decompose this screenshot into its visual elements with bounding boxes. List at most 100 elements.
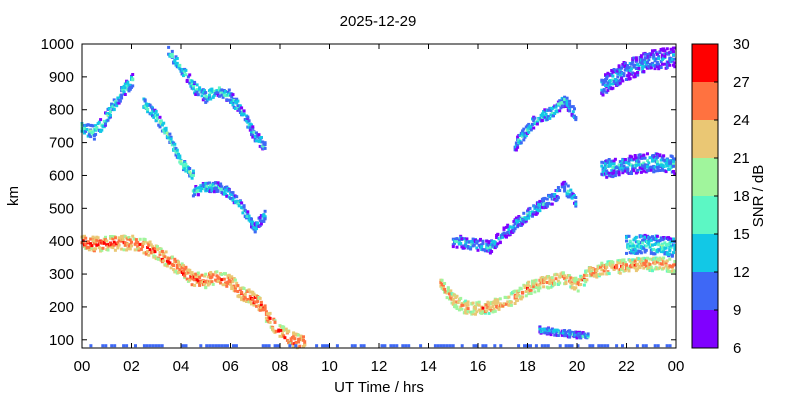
echo-point-series-8 xyxy=(653,169,657,173)
echo-point-baseline xyxy=(597,344,601,348)
echo-point-series-7 xyxy=(553,112,557,115)
echo-point-series-5 xyxy=(255,227,258,231)
echo-point-series-1 xyxy=(564,279,568,283)
echo-point-series-8 xyxy=(646,159,649,163)
echo-point-series-9 xyxy=(657,63,661,67)
echo-point-series-1 xyxy=(514,295,518,299)
echo-point-series-5 xyxy=(235,195,239,199)
echo-point-series-6 xyxy=(460,237,464,241)
echo-point-series-1 xyxy=(582,273,586,277)
echo-point-series-6 xyxy=(512,229,516,233)
echo-point-baseline xyxy=(576,344,580,348)
echo-point-series-5 xyxy=(199,184,203,188)
echo-point-series-0 xyxy=(193,283,197,287)
x-tick-label: 10 xyxy=(321,358,338,375)
echo-point-series-1 xyxy=(556,279,560,283)
echo-point-series-6 xyxy=(517,215,521,218)
echo-point-series-9 xyxy=(641,67,645,71)
echo-point-series-4 xyxy=(194,92,198,96)
echo-point-series-9 xyxy=(622,74,626,78)
echo-point-series-6 xyxy=(574,204,578,208)
echo-point-series-5 xyxy=(252,226,256,229)
echo-point-series-1 xyxy=(548,276,552,280)
echo-point-series-1 xyxy=(550,276,554,280)
echo-point-series-3 xyxy=(184,162,188,166)
echo-point-series-10 xyxy=(652,247,656,251)
echo-point-series-10 xyxy=(649,238,653,242)
echo-point-series-9 xyxy=(643,60,647,64)
echo-point-series-1 xyxy=(472,308,476,312)
echo-point-series-0 xyxy=(297,333,301,337)
echo-point-series-1 xyxy=(646,256,649,260)
echo-point-series-0 xyxy=(297,340,301,344)
echo-point-series-10 xyxy=(643,235,647,239)
echo-point-series-2 xyxy=(105,112,109,116)
echo-point-baseline xyxy=(460,344,464,348)
echo-point-series-6 xyxy=(547,201,550,205)
echo-point-series-10 xyxy=(643,250,647,254)
echo-point-series-0 xyxy=(303,340,307,344)
echo-point-baseline xyxy=(540,344,544,348)
echo-point-series-10 xyxy=(644,244,648,248)
echo-point-series-5 xyxy=(262,219,266,223)
echo-point-series-9 xyxy=(627,74,631,78)
echo-point-series-2 xyxy=(121,87,125,91)
echo-point-series-8 xyxy=(647,168,651,172)
echo-point-series-1 xyxy=(496,300,500,304)
echo-point-series-6 xyxy=(514,216,518,220)
echo-point-series-0 xyxy=(259,300,263,304)
echo-point-series-10 xyxy=(664,246,668,250)
echo-point-series-4 xyxy=(242,112,246,116)
echo-point-series-8 xyxy=(630,155,633,159)
echo-point-series-1 xyxy=(477,303,481,307)
echo-point-series-1 xyxy=(538,286,542,290)
echo-point-series-11 xyxy=(548,328,552,332)
echo-point-series-0 xyxy=(259,303,263,307)
echo-point-series-9 xyxy=(652,55,656,59)
echo-point-series-1 xyxy=(498,297,502,301)
echo-point-series-11 xyxy=(549,333,553,337)
echo-point-series-3 xyxy=(149,112,153,116)
echo-point-series-9 xyxy=(610,69,614,72)
echo-point-series-2 xyxy=(99,118,103,122)
echo-point-series-8 xyxy=(636,169,640,172)
echo-point-series-0 xyxy=(130,240,133,244)
echo-point-series-6 xyxy=(475,241,479,245)
echo-point-series-1 xyxy=(487,311,491,315)
echo-point-series-6 xyxy=(563,180,567,184)
echo-point-baseline xyxy=(499,344,503,348)
echo-point-baseline xyxy=(294,344,298,348)
echo-point-series-7 xyxy=(558,99,562,103)
echo-point-series-3 xyxy=(152,115,156,119)
echo-point-series-4 xyxy=(174,55,178,59)
echo-point-series-0 xyxy=(163,255,167,259)
echo-point-series-7 xyxy=(568,102,572,106)
echo-point-series-1 xyxy=(632,261,636,265)
echo-point-series-9 xyxy=(618,78,622,82)
echo-point-series-10 xyxy=(668,249,672,253)
echo-point-series-1 xyxy=(453,300,456,304)
echo-point-series-0 xyxy=(91,235,95,239)
echo-point-series-3 xyxy=(146,110,150,114)
echo-point-series-7 xyxy=(543,110,547,114)
echo-point-series-6 xyxy=(555,189,559,193)
echo-point-series-10 xyxy=(636,251,640,255)
echo-point-series-0 xyxy=(287,329,291,333)
echo-point-series-3 xyxy=(156,116,159,120)
echo-point-series-6 xyxy=(566,184,570,188)
echo-point-series-0 xyxy=(242,287,246,290)
echo-point-series-5 xyxy=(241,211,245,215)
echo-point-series-0 xyxy=(230,275,234,279)
echo-point-series-0 xyxy=(208,272,211,276)
echo-point-series-1 xyxy=(519,287,523,291)
echo-point-baseline xyxy=(529,344,532,348)
echo-point-series-1 xyxy=(503,295,507,299)
echo-point-series-0 xyxy=(231,280,235,284)
echo-point-baseline xyxy=(481,344,485,348)
echo-point-series-4 xyxy=(238,104,242,108)
echo-point-series-0 xyxy=(203,274,206,278)
y-tick-label: 900 xyxy=(49,69,74,86)
x-tick-label: 14 xyxy=(420,358,437,375)
echo-point-series-0 xyxy=(83,234,86,238)
echo-point-series-1 xyxy=(636,262,640,266)
